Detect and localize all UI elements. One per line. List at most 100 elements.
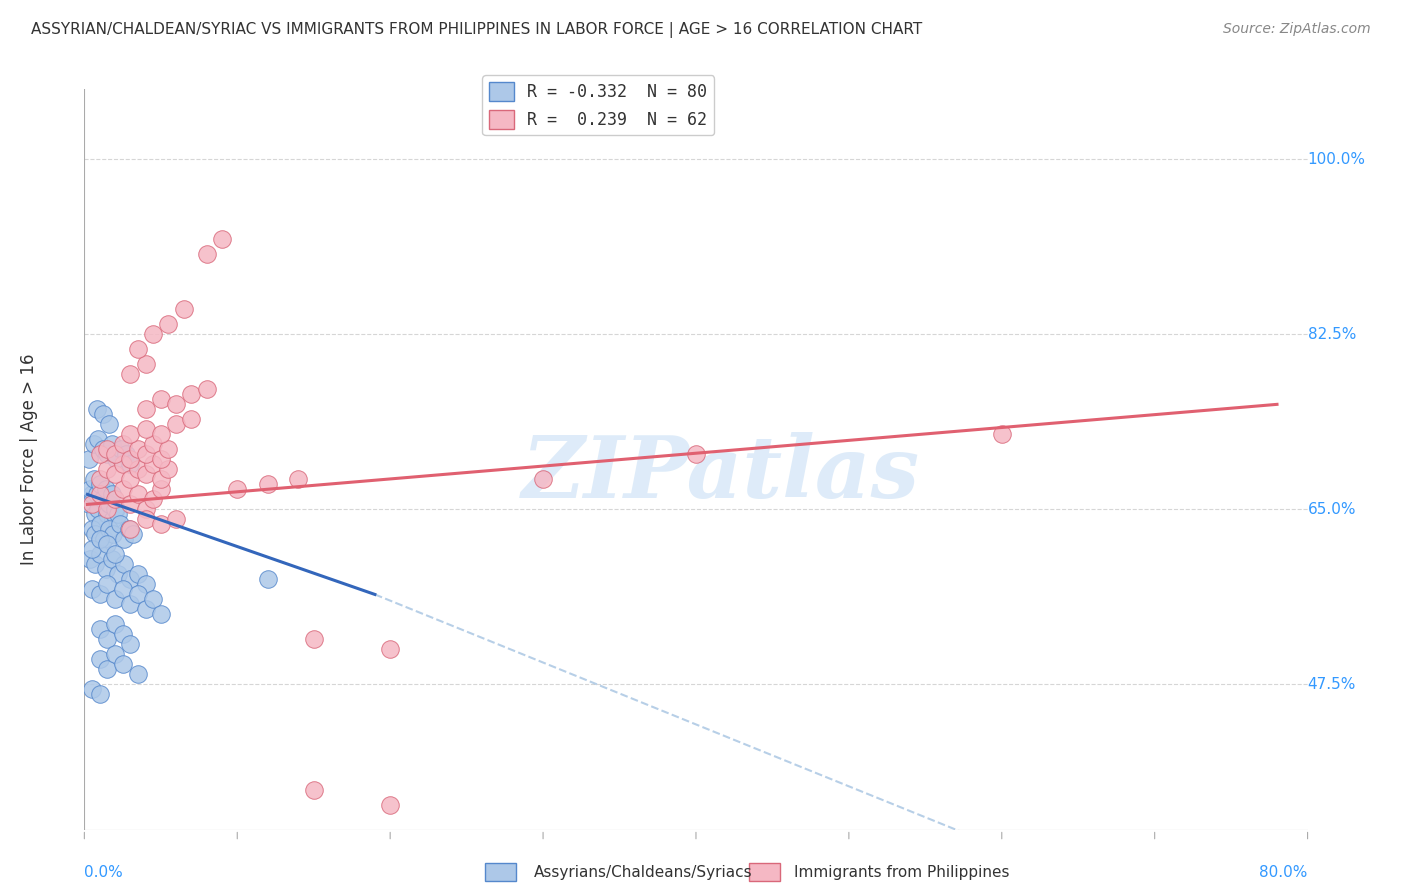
Point [127, 442, 149, 457]
Point [135, 512, 157, 526]
Point [120, 458, 142, 472]
Point [142, 327, 165, 342]
Text: Source: ZipAtlas.com: Source: ZipAtlas.com [1223, 22, 1371, 37]
Point [108, 517, 131, 532]
Point [91, 408, 114, 422]
Point [127, 667, 149, 681]
Point [149, 392, 172, 407]
Point [97, 417, 120, 432]
Point [98, 497, 121, 511]
Point [80, 523, 103, 537]
Text: 100.0%: 100.0% [1308, 152, 1365, 167]
Point [195, 382, 218, 396]
Point [149, 517, 172, 532]
Point [84, 558, 107, 572]
Point [380, 797, 402, 812]
Point [104, 447, 127, 461]
Point [127, 343, 149, 357]
Point [195, 247, 218, 261]
Point [90, 517, 112, 532]
Point [226, 483, 249, 497]
Text: ZIPatlas: ZIPatlas [522, 433, 920, 516]
Point [110, 442, 132, 457]
Point [87, 433, 110, 447]
Point [84, 508, 107, 522]
Point [105, 502, 128, 516]
Text: 65.0%: 65.0% [1308, 502, 1355, 516]
Point [287, 472, 309, 486]
Point [135, 447, 157, 461]
Point [165, 512, 187, 526]
Point [127, 567, 149, 582]
Text: Assyrians/Chaldeans/Syriacs: Assyrians/Chaldeans/Syriacs [534, 865, 752, 880]
Point [257, 573, 280, 587]
Point [149, 427, 172, 442]
Point [142, 592, 165, 607]
Text: Immigrants from Philippines: Immigrants from Philippines [794, 865, 1010, 880]
Point [89, 447, 111, 461]
Point [149, 483, 172, 497]
Text: 0.0%: 0.0% [84, 864, 124, 880]
Point [97, 523, 120, 537]
Point [103, 512, 125, 526]
Point [111, 657, 134, 672]
Point [135, 602, 157, 616]
Point [105, 452, 128, 467]
Point [80, 497, 103, 511]
Text: 82.5%: 82.5% [1308, 326, 1355, 342]
Point [96, 462, 118, 476]
Point [96, 632, 118, 647]
Point [111, 458, 134, 472]
Point [135, 357, 157, 371]
Point [96, 577, 118, 591]
Point [111, 627, 134, 641]
Point [142, 437, 165, 451]
Point [91, 492, 114, 507]
Point [380, 642, 402, 657]
Point [104, 648, 127, 662]
Point [104, 492, 127, 507]
Point [127, 587, 149, 601]
Point [118, 523, 141, 537]
Point [89, 623, 111, 637]
Point [165, 397, 187, 411]
Point [80, 682, 103, 697]
Point [120, 472, 142, 486]
Point [83, 437, 105, 451]
Point [104, 592, 127, 607]
Point [157, 442, 180, 457]
Point [96, 447, 118, 461]
Point [80, 487, 103, 501]
Point [302, 782, 325, 797]
Point [135, 422, 157, 436]
Point [107, 508, 129, 522]
Point [77, 497, 100, 511]
Point [91, 442, 114, 457]
Point [89, 587, 111, 601]
Point [111, 483, 134, 497]
Point [120, 497, 142, 511]
Point [112, 533, 135, 547]
Point [89, 652, 111, 666]
Point [120, 523, 142, 537]
Point [89, 533, 111, 547]
Legend: R = -0.332  N = 80, R =  0.239  N = 62: R = -0.332 N = 80, R = 0.239 N = 62 [482, 75, 714, 136]
Point [142, 458, 165, 472]
Point [180, 412, 202, 426]
Point [96, 663, 118, 677]
Point [120, 368, 142, 382]
Point [104, 502, 127, 516]
Point [531, 472, 554, 486]
Point [79, 483, 101, 497]
Point [101, 552, 124, 566]
Point [142, 492, 165, 507]
Point [135, 502, 157, 516]
Point [180, 387, 202, 401]
Point [120, 598, 142, 612]
Point [89, 548, 111, 562]
Point [111, 582, 134, 597]
Text: In Labor Force | Age > 16: In Labor Force | Age > 16 [20, 353, 38, 566]
Point [80, 542, 103, 557]
Point [991, 427, 1014, 442]
Point [111, 437, 134, 451]
